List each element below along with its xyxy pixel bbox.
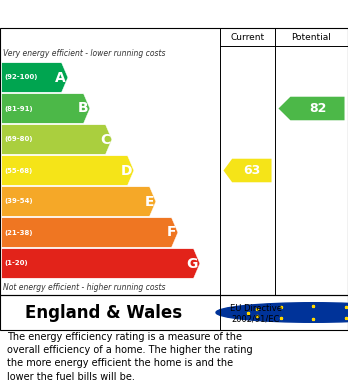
Text: Not energy efficient - higher running costs: Not energy efficient - higher running co… (3, 283, 166, 292)
Text: Very energy efficient - lower running costs: Very energy efficient - lower running co… (3, 50, 166, 59)
Text: Current: Current (230, 32, 264, 41)
Text: D: D (121, 163, 132, 178)
Text: Potential: Potential (292, 32, 331, 41)
Polygon shape (2, 218, 178, 247)
Text: 2002/91/EC: 2002/91/EC (232, 314, 280, 323)
Text: E: E (145, 194, 154, 208)
Text: 63: 63 (243, 164, 260, 177)
Text: F: F (167, 226, 176, 240)
Text: (1-20): (1-20) (5, 260, 28, 267)
Polygon shape (2, 63, 68, 92)
Polygon shape (278, 97, 345, 120)
Text: B: B (78, 102, 88, 115)
Text: The energy efficiency rating is a measure of the
overall efficiency of a home. T: The energy efficiency rating is a measur… (7, 332, 253, 382)
Text: (69-80): (69-80) (5, 136, 33, 142)
Polygon shape (2, 156, 134, 185)
Polygon shape (2, 249, 200, 278)
Polygon shape (223, 159, 271, 182)
Text: G: G (187, 256, 198, 271)
Text: A: A (55, 70, 66, 84)
Text: England & Wales: England & Wales (25, 303, 182, 321)
Polygon shape (2, 125, 112, 154)
Text: Energy Efficiency Rating: Energy Efficiency Rating (10, 7, 231, 22)
Text: EU Directive: EU Directive (230, 304, 282, 313)
Text: C: C (100, 133, 110, 147)
Text: (55-68): (55-68) (5, 167, 33, 174)
Circle shape (216, 303, 348, 322)
Text: (21-38): (21-38) (5, 230, 33, 235)
Polygon shape (2, 187, 156, 216)
Text: (81-91): (81-91) (5, 106, 33, 111)
Text: (39-54): (39-54) (5, 199, 33, 204)
Text: (92-100): (92-100) (5, 75, 38, 81)
Text: 82: 82 (309, 102, 326, 115)
Polygon shape (2, 94, 90, 123)
